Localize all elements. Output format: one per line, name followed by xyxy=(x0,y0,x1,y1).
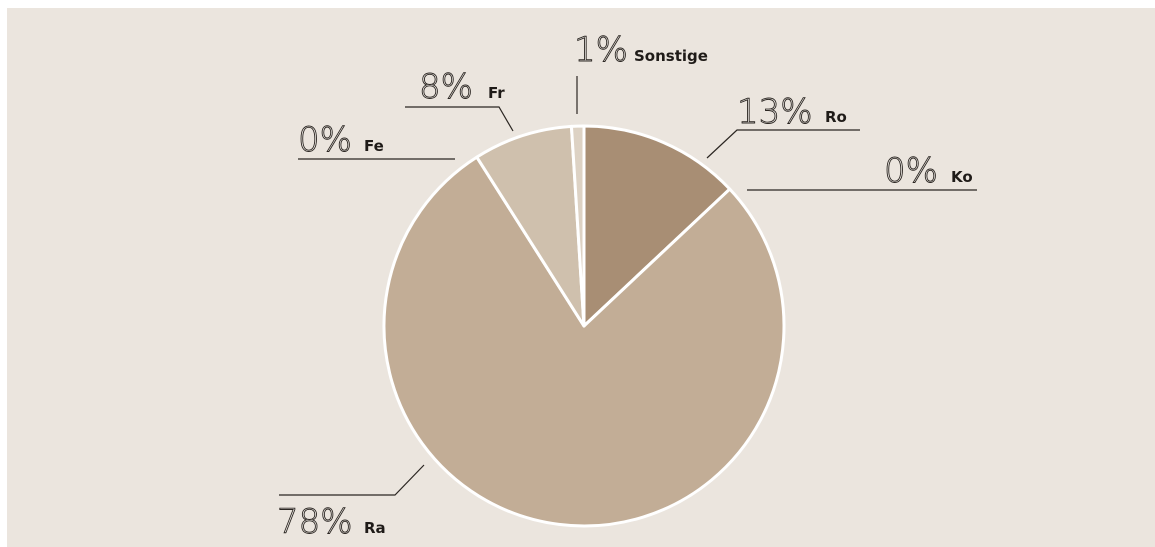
pie-chart: 1% Sonstige 8% Fr 13% Ro 0% Fe 0% Ko 78%… xyxy=(277,30,977,542)
slice-label-fr: Fr xyxy=(488,84,505,102)
pie-slice-sonstige xyxy=(569,124,586,328)
slice-label-sonstige: Sonstige xyxy=(634,47,708,65)
slice-label-ra: Ra xyxy=(364,519,386,537)
pie-slices xyxy=(382,124,786,528)
pct-label-fe: 0% xyxy=(298,120,352,160)
slice-label-fe: Fe xyxy=(364,137,384,155)
slice-label-ro: Ro xyxy=(825,108,847,126)
leader-line-ra xyxy=(279,464,425,496)
pie-slice-ra xyxy=(382,155,786,528)
leader-line-ro xyxy=(706,129,860,159)
pct-label-ra: 78% xyxy=(277,502,353,542)
chart-canvas: 1% Sonstige 8% Fr 13% Ro 0% Fe 0% Ko 78%… xyxy=(7,8,1155,547)
pct-label-ro: 13% xyxy=(737,92,813,132)
pct-label-fr: 8% xyxy=(419,67,473,107)
slice-label-ko: Ko xyxy=(951,168,973,186)
pct-label-sonstige: 1% xyxy=(574,30,628,70)
pie-slice-fr xyxy=(475,124,586,328)
pct-label-ko: 0% xyxy=(884,151,938,191)
pie-slice-ro xyxy=(582,124,732,328)
leader-line-fr xyxy=(405,106,514,132)
